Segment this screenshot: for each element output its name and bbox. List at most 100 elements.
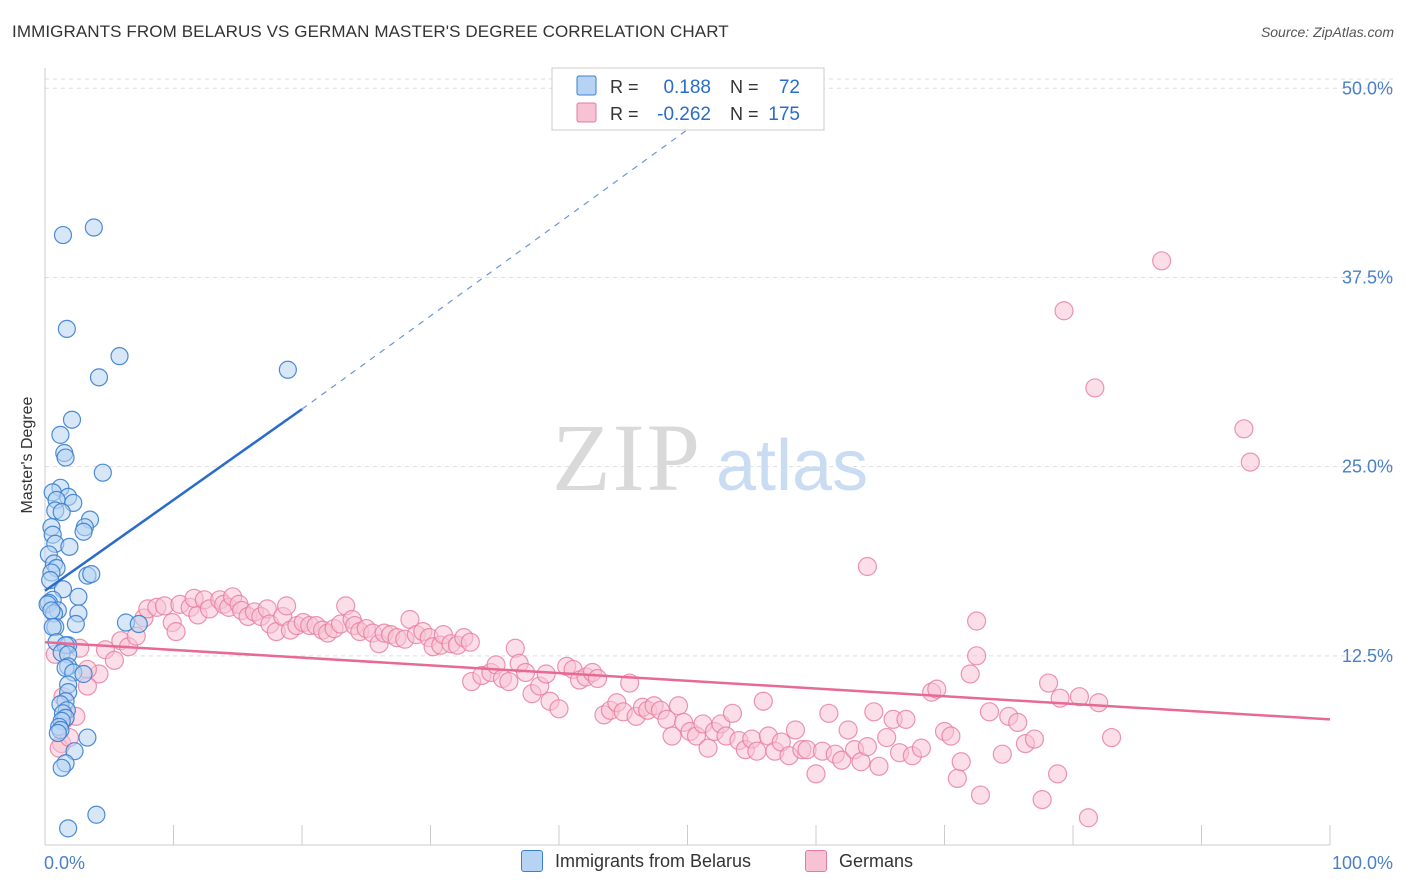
germans-point [869, 756, 889, 776]
germans-point [1089, 693, 1109, 713]
germans-trend-line [44, 640, 1331, 721]
belarus-point [62, 410, 82, 429]
belarus-point [129, 614, 148, 634]
belarus-point [78, 728, 97, 747]
germans-point [1054, 301, 1074, 321]
belarus-point [93, 463, 112, 482]
belarus-point [66, 614, 85, 634]
germans-point [698, 738, 718, 758]
chart-source: Source: ZipAtlas.com [1260, 24, 1394, 40]
germans-point [166, 622, 186, 642]
belarus-point [65, 742, 84, 761]
belarus-point [42, 601, 61, 620]
legend-item-belarus: Immigrants from Belarus [521, 850, 751, 872]
germans-point [104, 650, 124, 670]
germans-point [1101, 727, 1122, 748]
legend-item-germans: Germans [805, 850, 913, 872]
belarus-point [52, 758, 71, 777]
axes [44, 68, 1331, 846]
x-tick-label-max: 100.0% [1332, 853, 1393, 873]
germans-point [668, 696, 689, 716]
legend-r-value-1: 0.188 [663, 77, 711, 98]
watermark: ZIP atlas [552, 404, 868, 511]
series-belarus [38, 218, 297, 838]
germans-point [499, 671, 519, 692]
germans-point [941, 726, 961, 746]
legend-n-label-1: N = [730, 77, 759, 97]
germans-point [549, 699, 569, 719]
belarus-trend-line [44, 408, 303, 592]
germans-point [1032, 789, 1052, 810]
legend-frame [551, 67, 825, 131]
belarus-point [52, 502, 71, 522]
germans-point [967, 646, 987, 666]
germans-point [1024, 729, 1045, 749]
germans-point [1234, 419, 1254, 439]
germans-point [1152, 251, 1172, 271]
y-tick-label: 37.5% [1342, 267, 1393, 287]
x-tick-label-min: 0.0% [44, 853, 85, 873]
germans-point [838, 720, 858, 740]
germans-point [857, 737, 878, 757]
germans-point [1240, 452, 1260, 472]
germans-point [536, 664, 556, 684]
germans-point [587, 668, 608, 689]
germans-point [877, 727, 897, 748]
belarus-point [278, 360, 297, 379]
germans-point [1069, 687, 1090, 707]
germans-point [460, 632, 480, 652]
germans-point [1008, 712, 1028, 733]
belarus-point [57, 319, 76, 339]
legend-n-label-2: N = [730, 104, 759, 124]
germans-point [722, 703, 743, 723]
belarus-point [43, 617, 62, 637]
belarus-point [56, 448, 75, 467]
legend-swatch-germans [805, 850, 827, 872]
belarus-point [51, 425, 70, 444]
germans-point [806, 764, 826, 784]
legend-swatch-blue [576, 75, 597, 96]
germans-point [979, 702, 1000, 722]
belarus-point [53, 225, 73, 245]
belarus-point [59, 819, 78, 838]
watermark-atlas: atlas [716, 426, 868, 506]
germans-point [1078, 808, 1099, 828]
germans-point [819, 703, 839, 723]
germans-point [960, 664, 980, 684]
belarus-point [89, 368, 109, 387]
germans-point [1047, 764, 1068, 784]
germans-point [896, 709, 916, 729]
legend-r-value-2: -0.262 [657, 104, 711, 125]
trend-lines [44, 110, 1331, 721]
germans-point [1038, 673, 1059, 693]
legend-label-germans: Germans [839, 850, 914, 871]
gridlines [45, 78, 1395, 657]
germans-point [951, 752, 971, 772]
bottom-legend: Immigrants from Belarus Germans [0, 850, 1406, 880]
germans-point [992, 744, 1012, 764]
belarus-point [60, 537, 79, 556]
y-tick-label: 50.0% [1342, 78, 1393, 98]
legend-n-value-2: 175 [768, 104, 800, 125]
germans-point [276, 596, 297, 616]
legend-box: R = 0.188 N = 72 R = -0.262 N = 175 [551, 67, 825, 131]
belarus-point [84, 218, 103, 237]
belarus-point [48, 723, 67, 743]
legend-swatch-pink [576, 102, 597, 123]
legend-swatch-belarus [521, 850, 543, 872]
germans-point [864, 702, 884, 722]
belarus-point [82, 564, 101, 584]
belarus-trend-extension [301, 110, 714, 410]
legend-r-label-2: R = [610, 104, 639, 124]
chart-title: IMMIGRANTS FROM BELARUS VS GERMAN MASTER… [12, 22, 729, 41]
tick-labels: 12.5% 25.0% 37.5% 50.0% 0.0% 100.0% [44, 78, 1393, 873]
germans-point [662, 726, 682, 746]
germans-point [857, 556, 878, 577]
germans-point [967, 611, 987, 631]
y-tick-label: 12.5% [1342, 646, 1393, 666]
germans-point [911, 738, 931, 758]
belarus-point [74, 664, 93, 684]
germans-point [970, 785, 991, 805]
legend-label-belarus: Immigrants from Belarus [555, 850, 752, 871]
belarus-point [74, 522, 93, 541]
